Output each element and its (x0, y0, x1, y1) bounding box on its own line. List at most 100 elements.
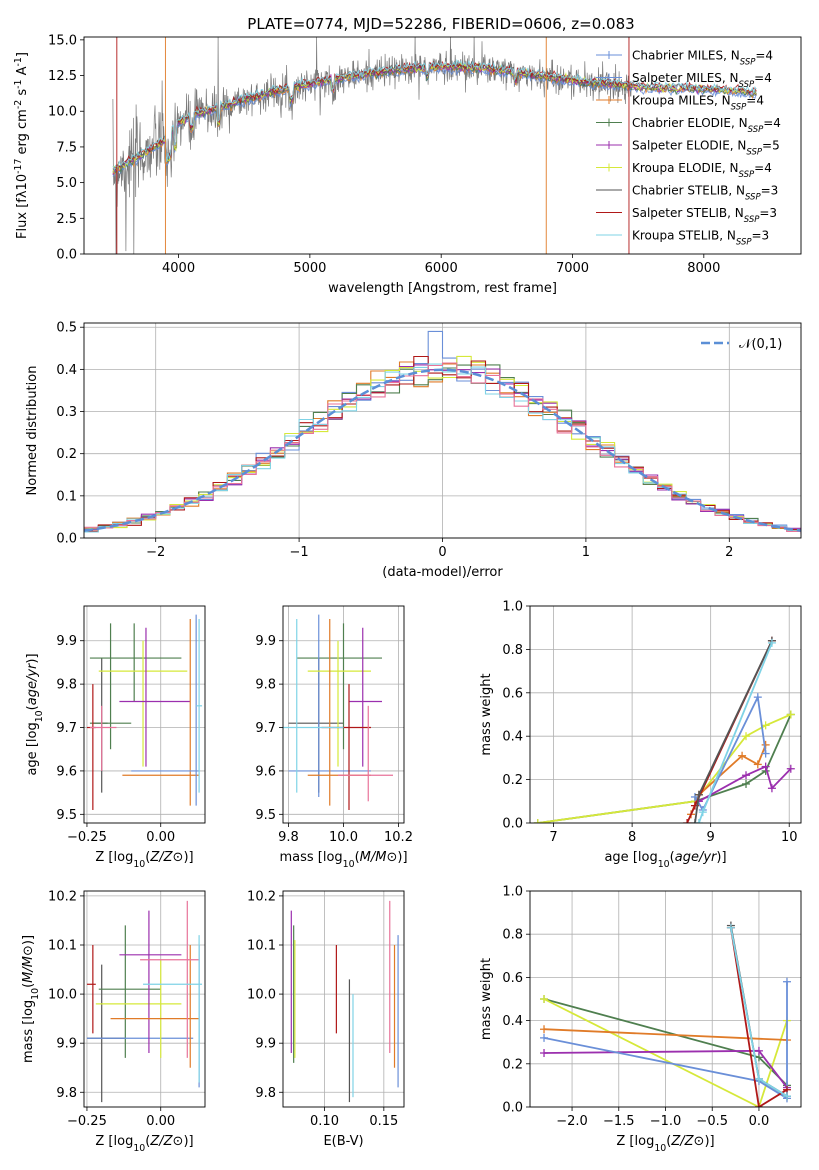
x-tick-label: 7 (549, 830, 557, 845)
label-fragment: Z [log (95, 1134, 133, 1149)
label-fragment: A (15, 66, 30, 79)
panel-massweight-vs-Z: −2.0 −1.5 −1.0 −0.5 0.0 0.0 0.2 0.4 0.6 0.8 1.0 Z [… (479, 885, 802, 1154)
x-tick-label: −0.5 (696, 1114, 728, 1129)
label-fragment: 10 (654, 1143, 666, 1154)
y-tick-label: 0.6 (502, 971, 523, 986)
axes-frame (83, 36, 802, 255)
legend-entry-tail: =4 (763, 116, 781, 130)
y-tick-label: 7.5 (56, 140, 77, 155)
y-tick-label: 9.7 (255, 721, 276, 736)
label-fragment: mass [log (279, 850, 342, 865)
label-fragment: )] (704, 1134, 714, 1149)
x-tick-label: 6000 (425, 261, 458, 276)
label-fragment: )] (183, 1134, 193, 1149)
label-fragment: ( (21, 983, 36, 988)
x-tick-label: −0.25 (67, 1114, 107, 1129)
x-tick-label: 8000 (687, 261, 720, 276)
label-fragment: mass [log (21, 1000, 36, 1063)
y-tick-label: 10.2 (247, 889, 276, 904)
legend-entry-text: Kroupa ELODIE, N (632, 161, 739, 175)
plot-area (84, 330, 801, 534)
label-fragment: ⊙ (21, 945, 36, 956)
x-tick-label: −2 (146, 545, 165, 560)
axes-frame (282, 890, 405, 1108)
plot-area (290, 900, 399, 1103)
x-tick-label: 8 (628, 830, 636, 845)
x-tick-label: −2.0 (556, 1114, 588, 1129)
label-fragment: Z/Z (149, 850, 173, 865)
mass-weight-line (543, 981, 788, 1101)
label-fragment: )] (716, 850, 726, 865)
x-axis-label: (data-model)/error (382, 565, 503, 580)
plot-area (86, 614, 203, 810)
plot-area (540, 921, 791, 1107)
panels: 4000 5000 6000 7000 80000.02.55.07.510.012.5… (13, 33, 802, 1154)
x-tick-label: 0.0 (749, 1114, 770, 1129)
label-fragment: 10 (133, 859, 145, 870)
label-fragment: ⊙ (173, 1134, 184, 1149)
label-fragment: age [log (25, 722, 40, 775)
label-fragment: 10 (133, 1143, 145, 1154)
x-tick-label: 7000 (556, 261, 589, 276)
panel-age-vs-Z: −0.25 0.009.59.69.79.89.9Z [log10(Z/Z⊙)]a… (25, 605, 206, 870)
y-tick-label: 9.9 (255, 1037, 276, 1052)
y-tick-label: 9.5 (56, 808, 77, 823)
label-fragment: age/yr (675, 850, 718, 865)
x-tick-label: 9 (707, 830, 715, 845)
label-fragment: Z [log (616, 1134, 654, 1149)
y-axis-label: Normed distribution (25, 366, 40, 496)
y-tick-label: 2.5 (56, 212, 77, 227)
legend-entry-tail: =3 (759, 206, 777, 220)
legend-entry-sub: SSP (739, 80, 755, 90)
legend-entry: Salpeter MILES, NSSP=4 (632, 71, 772, 90)
legend-entry: 𝒩(0,1) (739, 337, 782, 352)
label-fragment: wavelength [Angstrom, rest frame] (328, 281, 557, 296)
spectrum-title: PLATE=0774, MJD=52286, FIBERID=0606, z=0… (247, 15, 634, 33)
label-fragment: Z [log (95, 850, 133, 865)
legend-entry: Chabrier MILES, NSSP=4 (632, 49, 773, 68)
legend-entry-sub: SSP (745, 193, 761, 203)
histogram-series (84, 362, 801, 534)
y-tick-label: 0.8 (502, 928, 523, 943)
x-tick-label: −1.0 (650, 1114, 682, 1129)
x-tick-label: 10.0 (329, 830, 358, 845)
y-tick-label: 0.0 (56, 248, 77, 263)
y-tick-label: 0.4 (56, 363, 77, 378)
x-tick-label: 0.15 (369, 1114, 398, 1129)
legend-entry: Chabrier STELIB, NSSP=3 (632, 184, 778, 203)
mass-weight-line (730, 927, 788, 1107)
legend-entry-tail: =3 (752, 229, 770, 243)
axes-frame (282, 605, 405, 824)
label-fragment: -1 (13, 79, 24, 88)
plot-area (533, 636, 795, 823)
y-tick-label: 9.9 (56, 1037, 77, 1052)
plot-area (283, 614, 393, 810)
x-axis-label: Z [log10(Z/Z⊙)] (95, 1134, 193, 1154)
panel-mass-vs-Z: −0.25 0.009.89.910.010.110.2Z [log10(Z/Z⊙… (21, 889, 206, 1154)
y-tick-label: 1.0 (502, 600, 523, 615)
panel-residuals: −2 −1 0 1 2 0.0 0.1 0.2 0.3 0.4 0.5 (data-model)/er… (25, 321, 802, 580)
panel-spectrum: 4000 5000 6000 7000 8000 0.0 2.5 5.0 7.5 10.0 12.5… (13, 33, 802, 296)
legend-entry-sub: SSP (731, 103, 747, 113)
x-tick-label: 10 (781, 830, 798, 845)
y-tick-label: 10.1 (247, 939, 276, 954)
label-fragment: erg cm (15, 109, 30, 158)
x-tick-label: 1 (582, 545, 590, 560)
y-tick-label: 0.2 (502, 773, 523, 788)
label-fragment: E(B-V) (323, 1134, 363, 1149)
legend-entry-text: Salpeter MILES, N (632, 71, 739, 85)
x-tick-label: −1.5 (603, 1114, 635, 1129)
label-fragment: -2 (13, 100, 24, 109)
label-fragment: s (15, 89, 30, 100)
legend-entry-tail: =4 (754, 161, 772, 175)
y-tick-label: 0.4 (502, 730, 523, 745)
y-tick-label: 10.0 (247, 988, 276, 1003)
label-fragment: 10 (15, 174, 30, 191)
x-tick-label: 5000 (293, 261, 326, 276)
legend-entry-text: Salpeter ELODIE, N (632, 139, 746, 153)
y-tick-label: 0.0 (56, 532, 77, 547)
axes-frame (529, 605, 802, 824)
label-fragment: (data-model)/error (382, 565, 503, 580)
y-tick-label: 5.0 (56, 176, 77, 191)
